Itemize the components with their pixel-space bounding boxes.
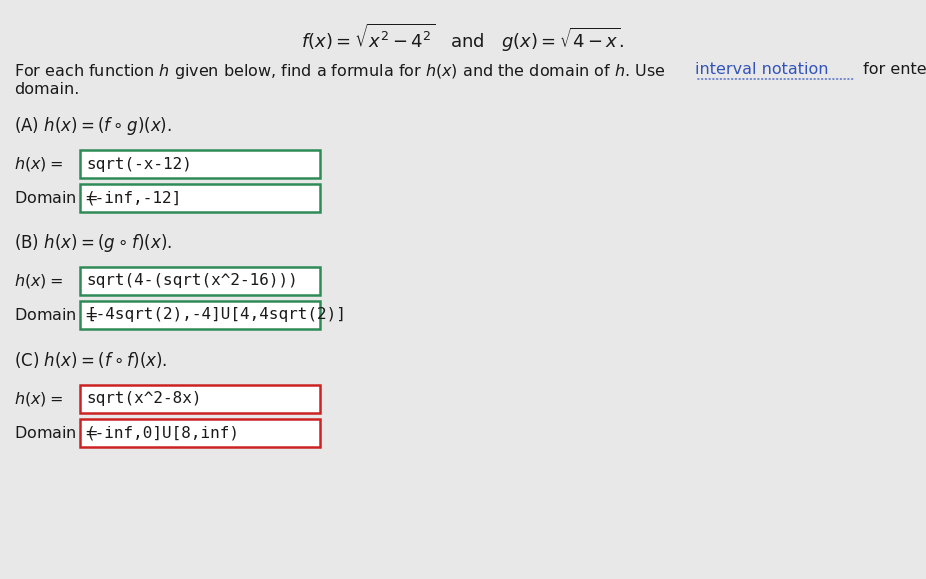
Text: Domain $=$: Domain $=$ [14, 190, 98, 206]
FancyBboxPatch shape [80, 385, 320, 413]
Text: $f(x) = \sqrt{x^2 - 4^2}$   and   $g(x) = \sqrt{4 - x}.$: $f(x) = \sqrt{x^2 - 4^2}$ and $g(x) = \s… [301, 22, 625, 54]
Text: For each function $h$ given below, find a formula for $h(x)$ and the domain of $: For each function $h$ given below, find … [14, 62, 667, 81]
Text: domain.: domain. [14, 82, 80, 97]
FancyBboxPatch shape [80, 184, 320, 212]
Text: sqrt(4-(sqrt(x^2-16))): sqrt(4-(sqrt(x^2-16))) [86, 273, 298, 288]
Text: sqrt(x^2-8x): sqrt(x^2-8x) [86, 391, 202, 406]
FancyBboxPatch shape [80, 419, 320, 447]
FancyBboxPatch shape [80, 150, 320, 178]
Text: (C) $h(x) = (f \circ f)(x).$: (C) $h(x) = (f \circ f)(x).$ [14, 350, 168, 370]
Text: (A) $h(x) = (f \circ g)(x).$: (A) $h(x) = (f \circ g)(x).$ [14, 115, 172, 137]
FancyBboxPatch shape [80, 267, 320, 295]
Text: for entering each: for entering each [858, 62, 926, 77]
Text: Domain $=$: Domain $=$ [14, 307, 98, 323]
Text: (B) $h(x) = (g \circ f)(x).$: (B) $h(x) = (g \circ f)(x).$ [14, 232, 172, 254]
Text: (-inf,0]U[8,inf): (-inf,0]U[8,inf) [86, 426, 240, 441]
Text: (-inf,-12]: (-inf,-12] [86, 190, 182, 206]
Text: $h(x) =$: $h(x) =$ [14, 155, 63, 173]
Text: Domain $=$: Domain $=$ [14, 425, 98, 441]
Text: interval notation: interval notation [695, 62, 829, 77]
Text: sqrt(-x-12): sqrt(-x-12) [86, 156, 192, 171]
Text: $h(x) =$: $h(x) =$ [14, 272, 63, 290]
Text: $h(x) =$: $h(x) =$ [14, 390, 63, 408]
Text: [-4sqrt(2),-4]U[4,4sqrt(2)]: [-4sqrt(2),-4]U[4,4sqrt(2)] [86, 307, 346, 323]
FancyBboxPatch shape [80, 301, 320, 329]
